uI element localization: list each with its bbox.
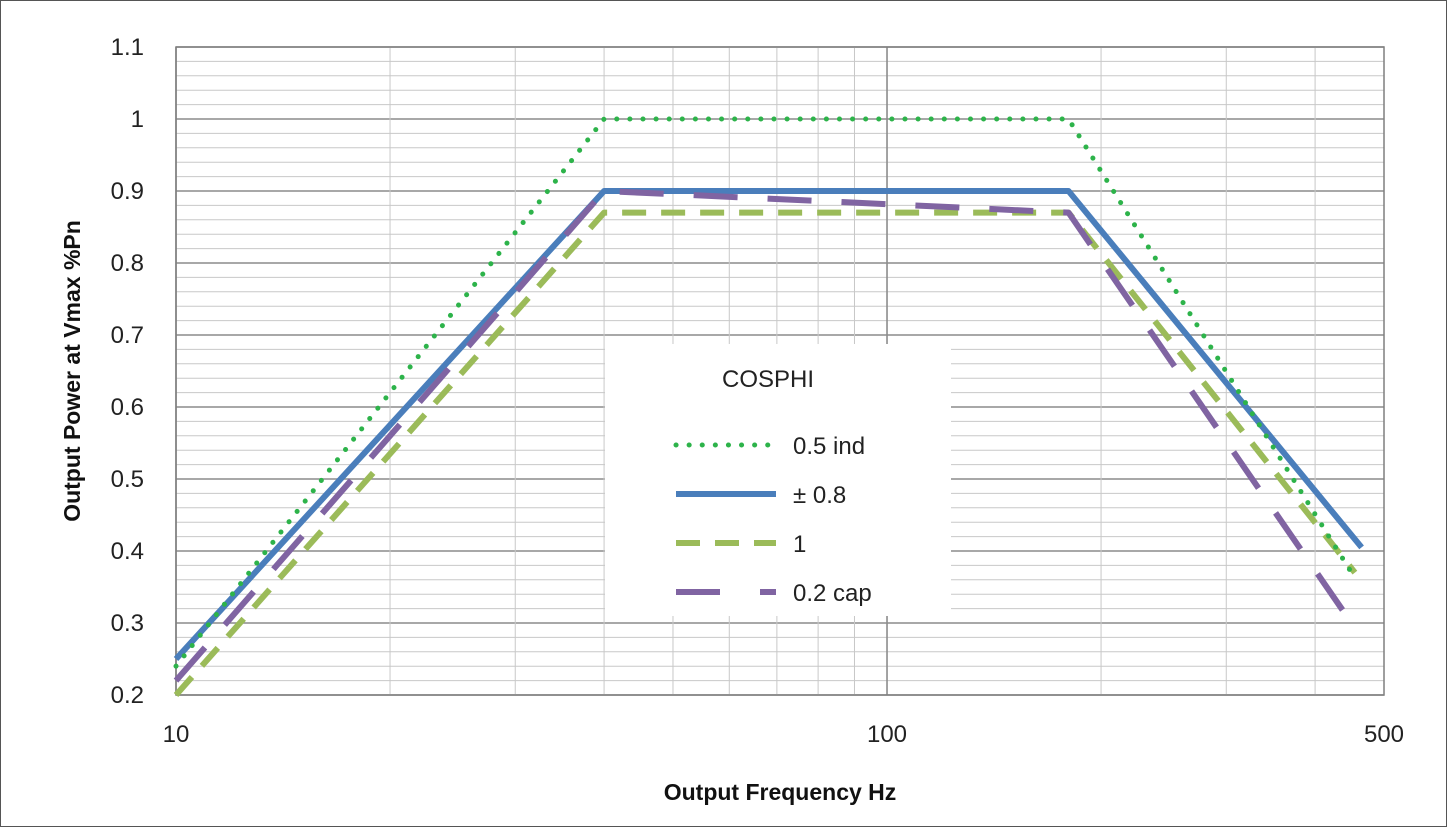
series-layer [173,116,1364,697]
y-tick-label: 0.7 [111,322,144,349]
y-tick-label: 0.4 [111,538,144,565]
y-tick-label: 0.2 [111,682,144,709]
series-line-2 [173,209,1358,697]
y-tick-label: 0.8 [111,250,144,277]
y-tick-label: 0.6 [111,394,144,421]
x-tick-label: 10 [163,721,190,748]
legend-label: 0.2 cap [793,580,872,607]
legend: COSPHI 0.5 ind ± 0.8 1 0.2 cap [605,344,951,616]
y-tick-label: 0.3 [111,610,144,637]
x-axis-title: Output Frequency Hz [664,779,897,805]
legend-label: 0.5 ind [793,433,865,460]
y-tick-label: 1.1 [111,34,144,61]
x-tick-label: 500 [1364,721,1404,748]
series-line-3 [173,188,1354,683]
legend-items: 0.5 ind ± 0.8 1 0.2 cap [673,433,872,607]
y-tick-label: 0.9 [111,178,144,205]
y-axis-title: Output Power at Vmax %Pn [59,220,85,522]
series-line-0 [173,116,1354,669]
plot-border [175,46,1385,696]
y-tick-label: 1 [131,106,144,133]
y-tick-labels: 0.2 0.3 0.4 0.5 0.6 0.7 0.8 0.9 1 1.1 [111,34,144,709]
legend-title: COSPHI [722,366,814,393]
x-tick-label: 100 [867,721,907,748]
series-line-1 [173,188,1364,662]
legend-label: 1 [793,531,806,558]
y-tick-label: 0.5 [111,466,144,493]
x-tick-labels: 10 100 500 [163,721,1404,748]
legend-label: ± 0.8 [793,482,846,509]
legend-box [605,344,951,616]
